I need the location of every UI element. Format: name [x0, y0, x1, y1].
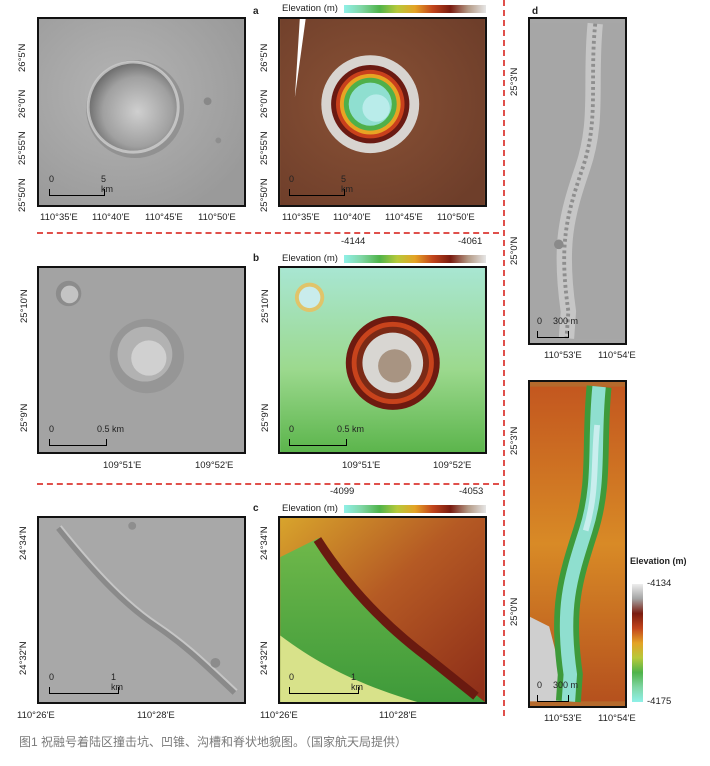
lat-a-0: 26°5'N [17, 43, 28, 72]
colorbar-b-label: Elevation (m) [282, 253, 338, 264]
scalebar-c: 0 1 km [49, 672, 129, 694]
scalebar-d: 0 300 m [537, 316, 597, 338]
panel-d-image [528, 17, 627, 345]
lon-b-0: 109°51'E [103, 460, 142, 471]
scale-d-end: 300 m [553, 316, 579, 326]
scale-a-dem-end: 5 km [341, 174, 353, 194]
colorbar-a-min: -4144 [341, 236, 366, 247]
colorbar-d [632, 584, 643, 702]
lon-d-dem-0: 110°53'E [544, 713, 582, 724]
scale-b-dem-end: 0.5 km [337, 424, 365, 434]
panel-d-letter: d [532, 6, 539, 17]
scale-d-dem-start: 0 [537, 680, 543, 690]
colorbar-d-max: -4134 [647, 578, 672, 589]
colorbar-d-min: -4175 [647, 696, 672, 707]
lat-a-dem-1: 26°0'N [259, 89, 270, 118]
lat-a-dem-3: 25°50'N [259, 178, 270, 212]
lon-a-2: 110°45'E [145, 212, 183, 223]
lon-b-dem-1: 109°52'E [433, 460, 472, 471]
lon-a-dem-0: 110°35'E [282, 212, 320, 223]
colorbar-b-max: -4053 [459, 486, 484, 497]
lon-a-dem-1: 110°40'E [333, 212, 371, 223]
divider-b-c [37, 483, 499, 485]
lon-a-dem-3: 110°50'E [437, 212, 475, 223]
colorbar-b-min: -4099 [330, 486, 355, 497]
lat-a-dem-2: 25°55'N [259, 131, 270, 165]
panel-a-image [37, 17, 246, 207]
lat-b-1: 25°9'N [19, 403, 30, 432]
colorbar-c-label: Elevation (m) [282, 503, 338, 514]
lat-a-2: 25°55'N [17, 131, 28, 165]
lon-d-dem-1: 110°54'E [598, 713, 636, 724]
lat-c-dem-0: 24°34'N [259, 526, 270, 560]
lon-a-dem-2: 110°45'E [385, 212, 423, 223]
lon-c-1: 110°28'E [137, 710, 175, 721]
lat-b-dem-1: 25°9'N [260, 403, 271, 432]
lat-c-1: 24°32'N [18, 641, 29, 675]
lon-a-0: 110°35'E [40, 212, 78, 223]
lat-c-0: 24°34'N [18, 526, 29, 560]
panel-a-dem [278, 17, 487, 207]
figure-caption: 图1 祝融号着陆区撞击坑、凹锥、沟槽和脊状地貌图。（国家航天局提供） [19, 735, 408, 749]
lon-a-3: 110°50'E [198, 212, 236, 223]
colorbar-a [344, 5, 486, 13]
lon-c-dem-1: 110°28'E [379, 710, 417, 721]
lon-c-0: 110°26'E [17, 710, 55, 721]
lat-d-1: 25°0'N [509, 236, 520, 265]
colorbar-b [344, 255, 486, 263]
lat-a-dem-0: 26°5'N [259, 43, 270, 72]
lat-d-dem-0: 25°3'N [509, 426, 520, 455]
panel-a-letter: a [253, 6, 259, 17]
colorbar-c [344, 505, 486, 513]
divider-a-b [37, 232, 499, 234]
scale-b-end: 0.5 km [97, 424, 125, 434]
divider-vertical [503, 0, 505, 716]
scale-b-dem-start: 0 [289, 424, 295, 434]
scalebar-b: 0 0.5 km [49, 424, 134, 446]
lon-a-1: 110°40'E [92, 212, 130, 223]
panel-b-image [37, 266, 246, 454]
scale-c-start: 0 [49, 672, 55, 682]
lon-b-dem-0: 109°51'E [342, 460, 381, 471]
panel-b-letter: b [253, 253, 260, 264]
scale-b-start: 0 [49, 424, 55, 434]
lon-c-dem-0: 110°26'E [260, 710, 298, 721]
colorbar-d-label: Elevation (m) [630, 556, 687, 566]
scalebar-d-dem: 0 300 m [537, 680, 597, 702]
lat-d-dem-1: 25°0'N [509, 597, 520, 626]
scale-c-dem-start: 0 [289, 672, 295, 682]
scale-d-dem-end: 300 m [553, 680, 579, 690]
lon-b-1: 109°52'E [195, 460, 234, 471]
scalebar-a-dem: 0 5 km [289, 174, 353, 196]
panel-b-dem [278, 266, 487, 454]
scale-c-dem-end: 1 km [351, 672, 363, 692]
lon-d-0: 110°53'E [544, 350, 582, 361]
lat-a-3: 25°50'N [17, 178, 28, 212]
scalebar-b-dem: 0 0.5 km [289, 424, 374, 446]
panel-c-letter: c [253, 503, 259, 514]
lat-a-1: 26°0'N [17, 89, 28, 118]
scale-c-end: 1 km [111, 672, 123, 692]
lat-d-0: 25°3'N [509, 67, 520, 96]
scale-d-start: 0 [537, 316, 543, 326]
lat-b-0: 25°10'N [19, 289, 30, 323]
panel-c-image [37, 516, 246, 704]
panel-d-dem [528, 380, 627, 708]
scale-a-end: 5 km [101, 174, 113, 194]
lon-d-1: 110°54'E [598, 350, 636, 361]
scale-a-dem-start: 0 [289, 174, 295, 184]
colorbar-a-label: Elevation (m) [282, 3, 338, 14]
scalebar-a: 0 5 km [49, 174, 113, 196]
lat-c-dem-1: 24°32'N [259, 641, 270, 675]
scale-a-start: 0 [49, 174, 55, 184]
panel-c-dem [278, 516, 487, 704]
lat-b-dem-0: 25°10'N [260, 289, 271, 323]
scalebar-c-dem: 0 1 km [289, 672, 369, 694]
colorbar-a-max: -4061 [458, 236, 483, 247]
